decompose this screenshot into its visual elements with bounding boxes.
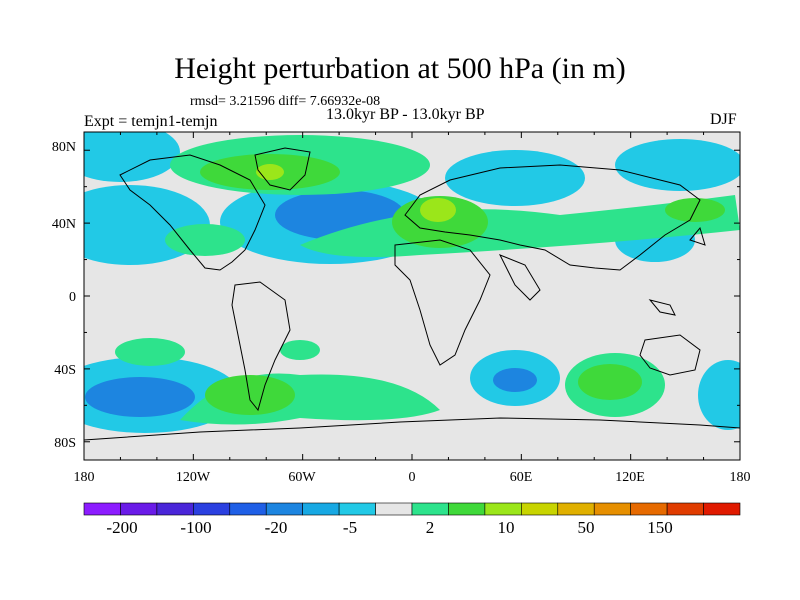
lon-tick-label: 60W [288,470,316,485]
colorbar-swatch [83,502,121,516]
blob-pos10-europe [392,196,488,248]
blob-pos-southatl [280,340,320,360]
colorbar-swatch [630,502,668,516]
season-label: DJF [710,111,737,128]
colorbar-swatch [338,502,376,516]
colorbar-swatch [156,502,194,516]
lon-tick-label: 180 [730,470,751,485]
blob-pos10-australia [578,364,642,400]
stats-line: rmsd= 3.21596 diff= 7.66932e-08 [190,94,381,109]
blob-neg-siberia [445,150,585,206]
lat-tick-label: 80N [52,140,76,155]
colorbar [83,502,741,516]
map-title: Height perturbation at 500 hPa (in m) [174,52,626,85]
blob-neg-southeast [698,360,740,430]
lon-tick-label: 120E [615,470,645,485]
colorbar-swatch [703,502,741,516]
lon-tick-label: 120W [176,470,211,485]
colorbar-label: -5 [343,518,357,537]
lon-tick-label: 60E [510,470,533,485]
colorbar-swatch [120,502,158,516]
blob-pos-southpac [115,338,185,366]
colorbar-swatch [265,502,303,516]
periods-line: 13.0kyr BP - 13.0kyr BP [326,106,485,123]
colorbar-swatch [193,502,231,516]
lon-tick-label: 0 [409,470,416,485]
colorbar-swatch [302,502,340,516]
experiment-line: Expt = temjn1-temjn [84,113,218,130]
axis-ticks [83,132,741,460]
colorbar-label: -200 [106,518,137,537]
contour-field [84,132,740,433]
blob-neg20-southpacific [85,377,195,417]
blob-neg-arctic-east [615,139,740,191]
lon-tick-label: 180 [74,470,95,485]
lat-tick-label: 80S [54,436,76,451]
blob-pos10-southamerica [205,375,295,415]
blob-pos50-europe [420,198,456,222]
colorbar-swatch [557,502,595,516]
colorbar-swatch [593,502,631,516]
colorbar-swatch [666,502,704,516]
colorbar-swatch [411,502,449,516]
lat-tick-label: 40S [54,363,76,378]
blob-neg-northpacific [84,132,180,182]
colorbar-label: -100 [180,518,211,537]
colorbar-swatch [521,502,559,516]
coastlines [84,147,740,441]
colorbar-label: 10 [498,518,515,537]
colorbar-swatch [229,502,267,516]
lat-tick-label: 0 [69,290,76,305]
colorbar-swatch [375,502,413,516]
blob-neg20-southindian [493,368,537,392]
lat-tick-label: 40N [52,217,76,232]
colorbar-label: 50 [578,518,595,537]
colorbar-swatch [484,502,522,516]
colorbar-swatch [448,502,486,516]
blob-pos-westatl [165,224,245,256]
colorbar-label: 2 [426,518,435,537]
colorbar-label: 150 [647,518,673,537]
colorbar-label: -20 [265,518,288,537]
